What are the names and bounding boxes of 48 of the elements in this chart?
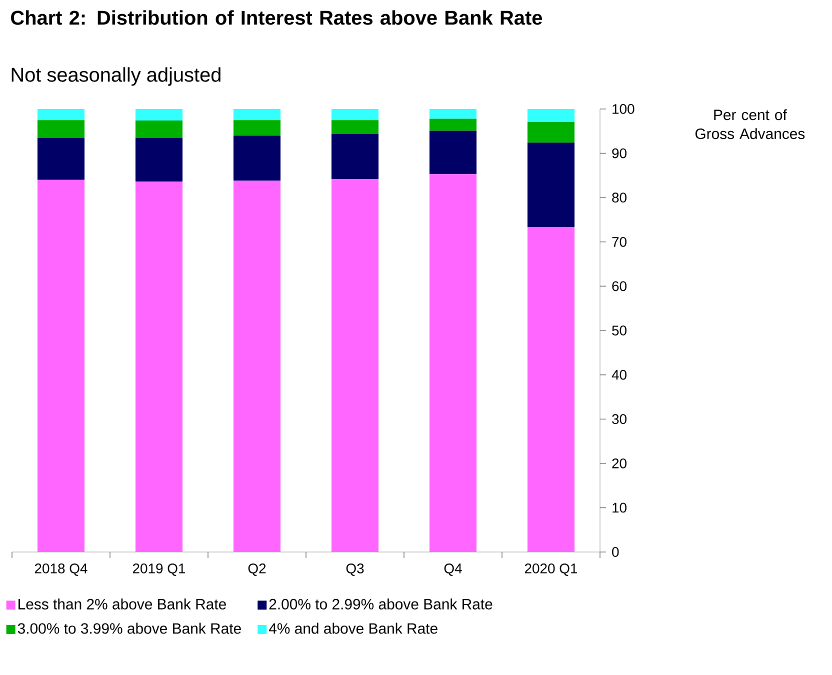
y-tick-label: 10 xyxy=(612,502,626,513)
y-tick-label: 60 xyxy=(612,281,626,292)
bar xyxy=(37,108,85,120)
bar xyxy=(527,227,575,552)
x-tick-label: Q3 xyxy=(346,564,364,576)
bar xyxy=(233,108,281,120)
bar xyxy=(429,118,477,131)
bar xyxy=(135,120,183,138)
bar xyxy=(331,134,379,179)
chart-subtitle: Not seasonally adjusted xyxy=(12,67,220,86)
x-tick-label: 2018 Q4 xyxy=(34,564,88,576)
bar xyxy=(331,178,379,552)
bar xyxy=(527,108,575,122)
y-tick-label: 0 xyxy=(612,547,619,557)
bar xyxy=(527,122,575,143)
y-tick-label: 100 xyxy=(612,104,634,114)
bar xyxy=(135,108,183,121)
chart-title: Chart 2: Distribution of Interest Rates above Bank Rate xyxy=(11,10,542,25)
bar xyxy=(135,138,183,182)
x-tick-label: 2019 Q1 xyxy=(132,564,186,576)
bar xyxy=(331,108,379,120)
y-tick-label: 40 xyxy=(612,370,626,380)
bar xyxy=(233,120,281,136)
bar xyxy=(429,108,477,119)
x-tick-label: Q4 xyxy=(444,564,462,576)
legend-label: 2.00% to 2.99% above Bank Rate xyxy=(269,598,492,610)
x-tick-label: 2020 Q1 xyxy=(524,564,578,576)
bar xyxy=(429,174,477,552)
bar xyxy=(135,182,183,552)
y-tick-label: 20 xyxy=(612,458,626,468)
legend-label: Less than 2% above Bank Rate xyxy=(18,598,226,610)
y-tick-label: 50 xyxy=(612,326,626,336)
y-tick-label: 70 xyxy=(612,236,626,247)
x-tick-label: Q2 xyxy=(248,564,266,576)
bar xyxy=(233,136,281,181)
bar xyxy=(37,120,85,138)
bar xyxy=(37,180,85,552)
bar xyxy=(527,142,575,228)
y-axis-title: Per cent of Gross Advances xyxy=(695,109,805,140)
y-tick-label: 90 xyxy=(612,148,626,158)
y-tick-label: 30 xyxy=(612,414,626,424)
bar xyxy=(429,130,477,174)
legend-label: 4% and above Bank Rate xyxy=(268,622,438,634)
bar xyxy=(37,138,85,180)
y-tick-label: 80 xyxy=(612,192,626,203)
legend-label: 3.00% to 3.99% above Bank Rate xyxy=(18,622,241,634)
bar xyxy=(233,180,281,552)
bar xyxy=(331,120,379,134)
